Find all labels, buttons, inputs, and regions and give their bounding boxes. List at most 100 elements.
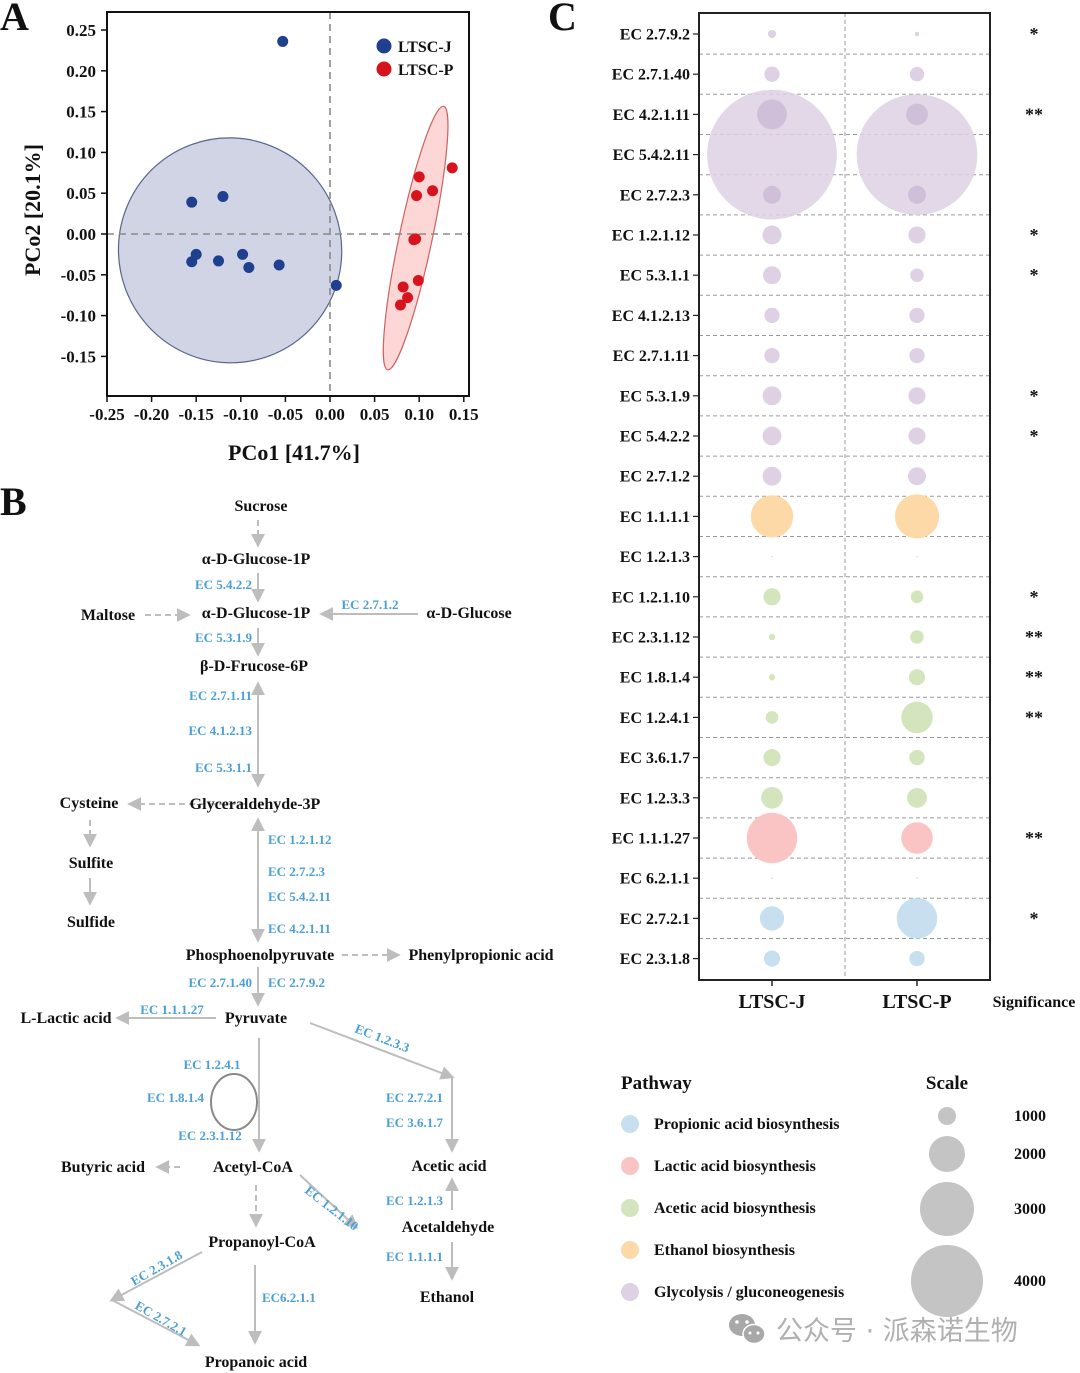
enzyme-row-label: EC 2.7.2.1	[620, 911, 690, 928]
ec-label: EC 1.2.4.1	[183, 1057, 240, 1072]
plot-frame-a	[106, 11, 470, 397]
bubble-ec-2-3-1-12-ltsc-p	[910, 630, 924, 644]
ec-label: EC 2.3.1.12	[178, 1128, 242, 1143]
scale-label-3000: 3000	[1014, 1201, 1046, 1218]
node-cysteine: Cysteine	[60, 795, 119, 812]
x-axis-ticks: -0.25 -0.20 -0.15 -0.10 -0.05 0.00 0.05 0.10 0.1…	[89, 396, 479, 424]
point-ltsc-p	[408, 234, 420, 246]
enzyme-row-label: EC 2.3.1.8	[620, 951, 690, 968]
y-axis-title: PCo2 [20.1%]	[20, 144, 45, 276]
enzyme-row-label: EC 1.2.1.10	[612, 589, 690, 606]
x-tick-label: 0.10	[404, 405, 434, 424]
significance-mark: *	[1030, 908, 1039, 928]
point-ltsc-p	[402, 292, 414, 304]
bubble-ec-3-6-1-7-ltsc-j	[763, 749, 781, 767]
node-glucose-1p: α-D-Glucose-1P	[202, 605, 311, 622]
pcoa-points	[186, 35, 458, 311]
ec-label: EC 1.2.1.12	[268, 832, 332, 847]
panel-c: C EC 2.7.9.2 EC 2.7.1.40 EC 4.2.1.11 EC 5.4…	[548, 0, 1075, 1318]
node-glucose: α-D-Glucose	[426, 605, 511, 622]
bubble-ec-1-8-1-4-ltsc-p	[908, 669, 926, 686]
legend-label-ltsc-p: LTSC-P	[398, 62, 454, 79]
enzyme-row-label: EC 4.2.1.11	[613, 107, 690, 124]
ec-label: EC 2.7.9.2	[268, 975, 325, 990]
pathway-legend-title: Pathway	[621, 1073, 692, 1094]
node-ethanol: Ethanol	[420, 1289, 475, 1306]
enzyme-row-label: EC 2.7.2.3	[620, 187, 690, 204]
significance-mark: *	[1030, 265, 1039, 285]
node-phenylpropionic: Phenylpropionic acid	[408, 947, 553, 964]
significance-mark: *	[1030, 426, 1039, 446]
enzyme-row-label: EC 1.2.4.1	[620, 710, 690, 727]
node-butyric: Butyric acid	[61, 1159, 145, 1176]
confidence-ellipse-ltsc-j	[117, 137, 343, 364]
node-sucrose: Sucrose	[234, 498, 287, 515]
node-glucose-1p-top: α-D-Glucose-1P	[202, 551, 311, 568]
x-axis-title: PCo1 [41.7%]	[228, 440, 360, 465]
enzyme-row-label: EC 1.2.3.3	[620, 790, 690, 807]
significance-mark: *	[1030, 587, 1039, 607]
bubble-ec-5-4-2-2-ltsc-p	[908, 427, 926, 445]
cycle-ring	[210, 1073, 258, 1131]
bubble-ec-2-7-9-2-ltsc-p	[914, 31, 920, 37]
significance-mark: **	[1025, 627, 1043, 647]
bubble-ec-2-7-1-2-ltsc-p	[907, 467, 927, 486]
pathway-legend-label-lactic: Lactic acid biosynthesis	[654, 1158, 816, 1175]
bubble-overlap-shade	[757, 99, 787, 130]
scale-bubble-3000	[919, 1181, 975, 1237]
node-pep: Phosphoenolpyruvate	[186, 947, 334, 964]
bubble-ec-1-2-1-10-ltsc-p	[910, 590, 924, 604]
point-ltsc-j	[277, 35, 289, 47]
y-tick-label: 0.25	[66, 21, 96, 40]
bubble-ec-5-3-1-9-ltsc-p	[908, 387, 926, 405]
bubble-ec-1-2-4-1-ltsc-p	[901, 701, 933, 734]
node-sulfite: Sulfite	[69, 855, 113, 872]
y-tick-label: -0.15	[61, 347, 96, 366]
node-g3p: Glyceraldehyde-3P	[190, 796, 321, 813]
significance-mark: **	[1025, 104, 1043, 124]
arrow-pyruvate-acetic-path	[309, 1022, 455, 1080]
node-lactic: L-Lactic acid	[20, 1010, 111, 1027]
y-tick-label: 0.10	[66, 143, 96, 162]
ec-label: EC 1.2.1.3	[386, 1193, 444, 1208]
watermark: 公众号 · 派森诺生物	[729, 1314, 1018, 1347]
significance-mark: **	[1025, 707, 1043, 727]
y-tick-label: 0.05	[66, 184, 96, 203]
bubble-ec-5-4-2-2-ltsc-j	[762, 426, 782, 446]
bubble-ec-1-8-1-4-ltsc-j	[768, 674, 776, 681]
y-tick-label: -0.05	[61, 266, 96, 285]
point-ltsc-p	[413, 171, 425, 183]
significance-mark: *	[1030, 24, 1039, 44]
ec-label: EC 1.1.1.1	[386, 1249, 443, 1264]
bubble-ec-1-2-1-12-ltsc-p	[908, 226, 926, 244]
ec-label: EC 2.3.1.8	[128, 1247, 185, 1289]
group-label-ltsc-j: LTSC-J	[738, 991, 805, 1013]
enzyme-row-label: EC 1.2.1.3	[620, 549, 690, 566]
legend-marker-ltsc-p	[376, 61, 392, 77]
scale-label-4000: 4000	[1014, 1273, 1046, 1290]
ec-label: EC 4.2.1.11	[268, 921, 331, 936]
pathway-swatch-acetic	[621, 1199, 639, 1217]
bubble-ec-1-2-1-3-ltsc-p	[916, 555, 918, 558]
ec-label: EC 1.2.1.10	[302, 1183, 361, 1234]
legend-a: LTSC-J LTSC-P	[376, 38, 454, 79]
bubble-ec-1-2-1-3-ltsc-j	[771, 555, 773, 558]
node-pyruvate: Pyruvate	[225, 1010, 287, 1027]
x-tick-label: 0.15	[449, 405, 479, 424]
enzyme-row-label: EC 5.3.1.1	[620, 268, 690, 285]
enzyme-row-label: EC 2.7.1.11	[613, 348, 690, 365]
y-tick-label: -0.10	[61, 307, 96, 326]
bubble-ec-5-3-1-1-ltsc-p	[910, 268, 924, 282]
enzyme-row-label: EC 2.7.1.2	[620, 469, 690, 486]
arrow-propanoylcoa-branch	[109, 1251, 203, 1302]
bubble-ec-2-7-1-40-ltsc-p	[909, 66, 925, 82]
pathway-arrows	[83, 520, 459, 1347]
panel-a: A -0.25 -0.20 -0.15 -0.10 -0.05 0.00 0.05 0.10 0…	[0, 0, 479, 465]
enzyme-row-label: EC 1.1.1.27	[612, 831, 690, 848]
bubble-ec-2-3-1-8-ltsc-j	[763, 950, 781, 967]
panel-b: B	[0, 479, 554, 1371]
ec-label: EC 3.6.1.7	[386, 1115, 444, 1130]
bubble-ec-1-2-1-12-ltsc-j	[762, 225, 782, 245]
bubbles	[707, 29, 978, 967]
enzyme-row-label: EC 4.1.2.13	[612, 308, 690, 325]
